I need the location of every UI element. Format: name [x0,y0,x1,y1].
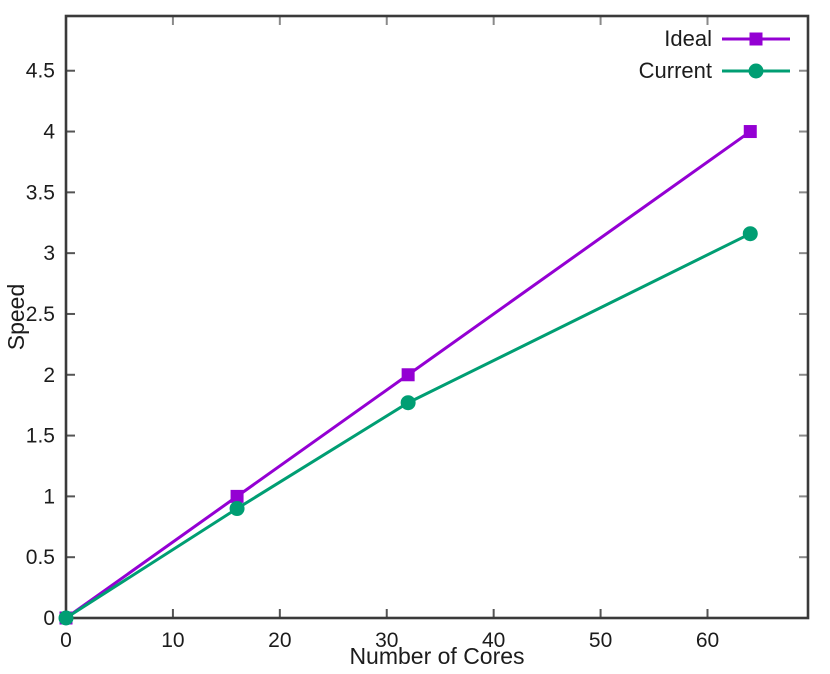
x-tick-label: 30 [375,629,398,652]
x-tick-label: 10 [161,629,184,652]
x-tick-label: 0 [60,629,72,652]
y-tick-label: 2.5 [26,303,55,326]
y-tick-label: 1.5 [26,425,55,448]
x-tick-label: 40 [482,629,505,652]
ideal-line [65,130,752,620]
x-tick-label: 60 [696,629,719,652]
x-tick-label: 50 [589,629,612,652]
current-marker [58,610,74,626]
y-tick-label: 4.5 [26,60,55,83]
y-tick-label: 1 [43,485,55,508]
legend-label-current: Current [639,58,712,83]
legend-marker-ideal [749,32,763,46]
current-marker [742,226,758,242]
ideal-marker [401,368,415,382]
ticks: 0 10 20 30 40 50 60 0 0.5 1 1.5 2 2.5 3 3.5 4 4.5 [26,16,808,652]
y-tick-label: 0.5 [26,546,55,569]
y-tick-label: 3 [43,242,55,265]
ideal-marker [230,489,244,503]
legend-marker-current [748,63,764,79]
current-marker [229,501,245,517]
ideal-marker [743,125,757,139]
y-tick-label: 2 [43,364,55,387]
current-marker [400,395,416,411]
legend: Ideal Current [639,26,790,83]
x-tick-label: 20 [268,629,291,652]
y-tick-label: 3.5 [26,181,55,204]
x-axis-label: Number of Cores [349,643,524,669]
y-tick-label: 0 [43,607,55,630]
y-axis-label: Speed [3,284,29,351]
legend-item-ideal: Ideal [664,26,790,51]
current-line [65,232,751,620]
plot-border [64,14,810,620]
legend-label-ideal: Ideal [664,26,712,51]
series-current [58,226,758,626]
legend-item-current: Current [639,58,790,83]
y-tick-label: 4 [43,121,55,144]
